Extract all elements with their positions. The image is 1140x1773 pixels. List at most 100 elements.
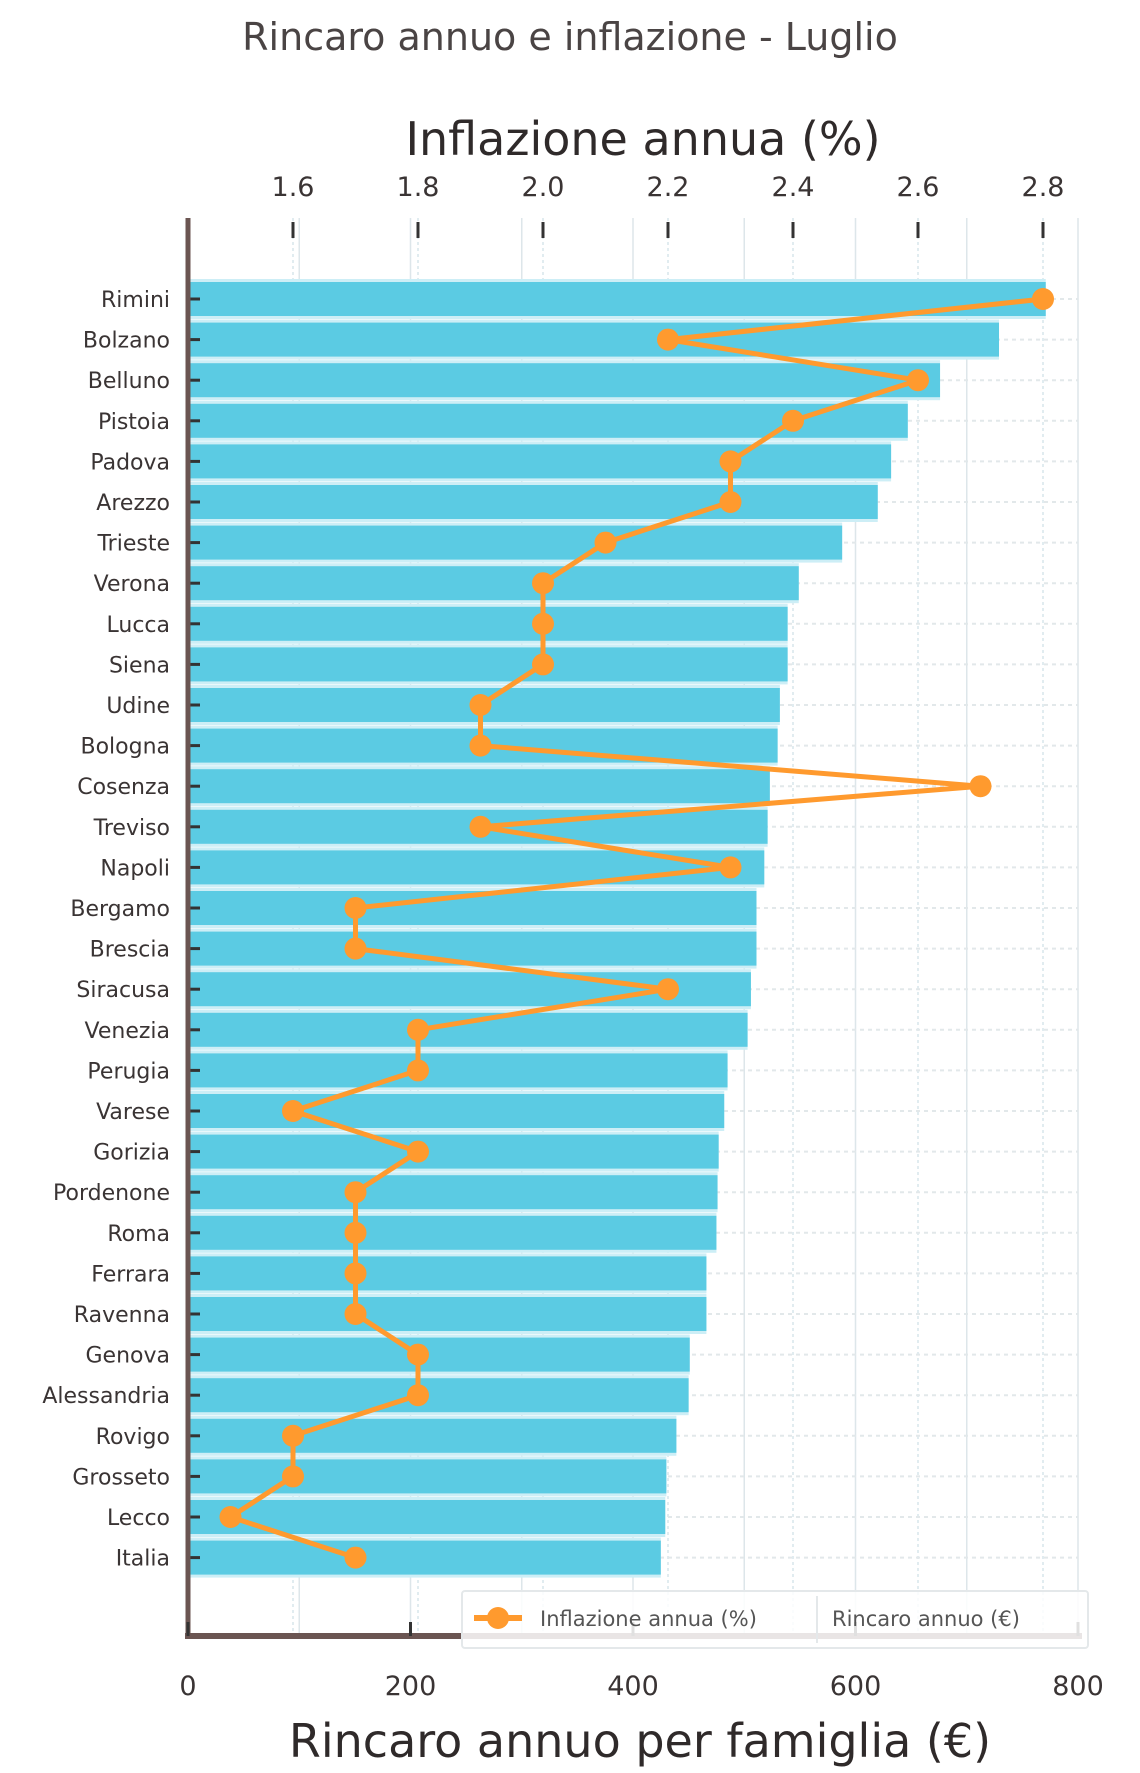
inflation-point	[407, 1018, 429, 1041]
inflation-point	[532, 653, 554, 676]
category-label: Perugia	[87, 1059, 170, 1084]
inflation-point	[469, 694, 492, 716]
category-label: Ravenna	[74, 1303, 170, 1328]
category-label: Arezzo	[96, 491, 170, 516]
inflation-point	[532, 572, 554, 595]
category-label: Bologna	[80, 735, 170, 760]
category-label: Padova	[90, 450, 170, 475]
category-label: Brescia	[90, 938, 170, 963]
legend-label-inflation: Inflazione annua (%)	[540, 1607, 757, 1631]
inflation-point	[719, 450, 742, 473]
bar	[188, 1053, 728, 1088]
inflation-point	[344, 1181, 367, 1204]
category-label: Pistoia	[98, 410, 170, 435]
bar	[188, 1540, 661, 1575]
inflation-point	[907, 369, 929, 392]
category-label: Rovigo	[96, 1425, 170, 1450]
bar	[188, 282, 1046, 316]
bar	[188, 1215, 717, 1250]
bar	[188, 1418, 677, 1453]
inflation-point	[407, 1140, 429, 1163]
category-label: Belluno	[88, 369, 170, 394]
x2-tick-label: 2.8	[1022, 172, 1065, 203]
inflation-point	[657, 328, 679, 351]
x2-tick-label: 2.0	[522, 172, 565, 203]
inflation-point	[282, 1100, 304, 1122]
bar	[188, 1459, 667, 1494]
x-tick-label: 200	[385, 1671, 437, 1702]
bar	[188, 566, 799, 601]
x2-tick-label: 2.2	[647, 172, 690, 203]
bar	[188, 1297, 707, 1331]
inflation-point	[407, 1384, 429, 1407]
bar	[188, 850, 765, 885]
x2-tick-label: 2.4	[772, 172, 815, 203]
category-label: Italia	[116, 1547, 170, 1572]
inflation-point	[407, 1343, 429, 1366]
category-label: Siena	[109, 653, 170, 678]
chart-title: Rincaro annuo e inflazione - Luglio	[242, 15, 898, 59]
bottom-axis-title: Rincaro annuo per famiglia (€)	[289, 1714, 991, 1768]
category-label: Alessandria	[42, 1384, 170, 1409]
category-label: Treviso	[93, 816, 170, 841]
inflation-point	[469, 734, 492, 757]
bar	[188, 1134, 719, 1169]
category-label: Gorizia	[93, 1141, 170, 1166]
inflation-point	[719, 856, 742, 879]
bar	[188, 647, 788, 682]
bar	[188, 769, 770, 804]
inflation-point	[344, 1546, 367, 1569]
bar	[188, 1256, 707, 1291]
legend-marker-swatch	[487, 1607, 509, 1629]
category-label: Venezia	[85, 1019, 171, 1044]
category-labels: Rimini Bolzano Belluno Pistoia Padova Arezzo T…	[42, 288, 170, 1572]
bar	[188, 606, 788, 641]
category-label: Napoli	[100, 856, 170, 881]
category-label: Genova	[86, 1344, 171, 1369]
inflation-point	[969, 775, 992, 798]
category-label: Udine	[106, 694, 170, 719]
category-label: Verona	[94, 572, 170, 597]
inflation-point	[594, 531, 617, 554]
bars	[188, 279, 1046, 1578]
category-label: Varese	[96, 1100, 170, 1125]
bar	[188, 525, 843, 560]
category-label: Lecco	[107, 1506, 170, 1531]
x-tick-label: 400	[607, 1671, 659, 1702]
inflation-point	[407, 1059, 429, 1082]
bar	[188, 1012, 748, 1047]
bar	[188, 444, 892, 479]
x-tick-label: 0	[179, 1671, 196, 1702]
category-label: Lucca	[107, 613, 171, 638]
category-label: Pordenone	[53, 1181, 170, 1206]
bar	[188, 1337, 690, 1372]
inflation-point	[282, 1465, 304, 1488]
category-label: Cosenza	[77, 775, 170, 800]
inflation-point	[719, 491, 742, 513]
bar	[188, 1094, 725, 1128]
bar	[188, 363, 941, 398]
bar	[188, 1175, 718, 1210]
legend-box	[461, 1590, 1089, 1649]
category-label: Trieste	[96, 532, 170, 557]
inflation-point	[657, 978, 679, 1001]
x2-tick-label: 2.6	[897, 172, 940, 203]
x2-tick-label: 1.6	[272, 172, 315, 203]
bar	[188, 322, 1000, 357]
inflation-point	[344, 897, 367, 919]
bar	[188, 931, 757, 966]
category-label: Bergamo	[70, 897, 170, 922]
inflation-line-path	[228, 296, 1044, 1560]
x-tick-label: 800	[1052, 1671, 1104, 1702]
category-label: Bolzano	[83, 329, 170, 354]
x-tick-label: 600	[830, 1671, 882, 1702]
category-label: Roma	[107, 1222, 170, 1247]
inflation-point	[344, 1262, 367, 1285]
x2-tick-label: 1.8	[397, 172, 440, 203]
category-label: Rimini	[101, 288, 170, 313]
category-label: Ferrara	[91, 1262, 170, 1287]
inflation-point	[532, 612, 554, 635]
bar	[188, 1378, 689, 1413]
top-axis-title: Inflazione annua (%)	[405, 112, 880, 166]
